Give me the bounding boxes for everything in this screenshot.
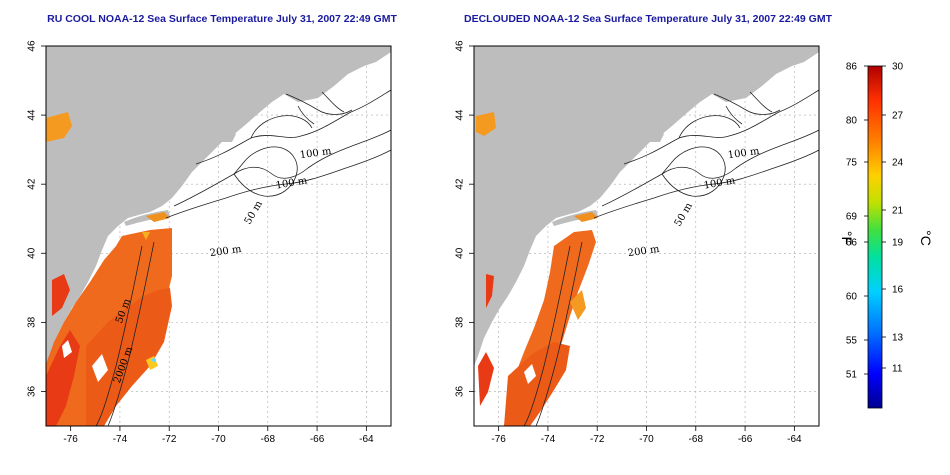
colorbar-f-label: 75 (846, 158, 858, 169)
y-tick-label: 44 (27, 109, 38, 121)
x-tick-label: -76 (63, 434, 78, 445)
y-tick-label: 36 (27, 385, 38, 397)
x-tick-label: -70 (211, 434, 226, 445)
map-panel-left: RU COOL NOAA-12 Sea Surface Temperature … (27, 13, 398, 445)
sst-field-right (476, 112, 598, 426)
colorbar-fahrenheit-ticks: 86 80 75 69 66 60 55 51 (846, 62, 868, 381)
x-axis-left: -76 -74 -72 -70 -68 -66 -64 (63, 426, 374, 445)
x-tick-label: -68 (689, 434, 704, 445)
y-tick-label: 44 (455, 109, 466, 121)
x-axis-right: -76 -74 -72 -70 -68 -66 -64 (491, 426, 802, 445)
y-tick-label: 46 (27, 40, 38, 52)
colorbar-f-label: 69 (846, 212, 858, 223)
colorbar-c-label: 16 (892, 285, 904, 296)
y-tick-label: 42 (27, 178, 38, 190)
colorbar-f-label: 86 (846, 62, 858, 73)
colorbar-c-label: 24 (892, 158, 904, 169)
colorbar-c-label: 30 (892, 62, 904, 73)
x-tick-label: -64 (359, 434, 374, 445)
x-tick-label: -72 (162, 434, 177, 445)
map-title-left: RU COOL NOAA-12 Sea Surface Temperature … (47, 13, 397, 25)
colorbar-ramp (867, 65, 883, 409)
y-tick-label: 38 (27, 316, 38, 328)
x-tick-label: -74 (541, 434, 556, 445)
contour-label: 100 m (727, 146, 760, 161)
colorbar-c-label: 11 (892, 364, 903, 375)
colorbar-celsius-ticks: 30 27 24 21 19 16 13 11 (882, 62, 904, 375)
y-tick-label: 40 (27, 247, 38, 259)
fahrenheit-unit-label: °F (839, 231, 855, 245)
colorbar-f-label: 51 (846, 370, 858, 381)
map-panel-right: DECLOUDED NOAA-12 Sea Surface Temperatur… (455, 13, 833, 445)
colorbar-c-label: 21 (892, 206, 904, 217)
x-tick-label: -76 (491, 434, 506, 445)
colorbar-c-label: 13 (892, 333, 904, 344)
x-tick-label: -72 (590, 434, 605, 445)
x-tick-label: -70 (639, 434, 654, 445)
colorbar-f-label: 66 (846, 238, 858, 249)
x-tick-label: -64 (787, 434, 802, 445)
map-title-right: DECLOUDED NOAA-12 Sea Surface Temperatur… (464, 13, 833, 25)
y-tick-label: 42 (455, 178, 466, 190)
colorbar-f-label: 80 (846, 116, 858, 127)
x-tick-label: -66 (738, 434, 753, 445)
x-tick-label: -68 (261, 434, 276, 445)
x-tick-label: -66 (310, 434, 325, 445)
celsius-unit-label: °C (918, 230, 934, 246)
y-tick-label: 46 (455, 40, 466, 52)
colorbar: 86 80 75 69 66 60 55 51 30 27 24 21 19 16 13 11 °F °C (839, 62, 934, 409)
y-tick-label: 36 (455, 385, 466, 397)
y-axis-left: 36 38 40 42 44 46 (27, 40, 46, 397)
colorbar-c-label: 27 (892, 111, 904, 122)
colorbar-f-label: 55 (846, 336, 858, 347)
y-tick-label: 38 (455, 316, 466, 328)
contour-label: 200 m (209, 244, 242, 259)
colorbar-f-label: 60 (846, 292, 858, 303)
y-tick-label: 40 (455, 247, 466, 259)
x-tick-label: -74 (113, 434, 128, 445)
contour-label: 100 m (299, 146, 332, 161)
contour-label: 200 m (627, 244, 660, 259)
colorbar-c-label: 19 (892, 238, 904, 249)
y-axis-right: 36 38 40 42 44 46 (455, 40, 474, 397)
